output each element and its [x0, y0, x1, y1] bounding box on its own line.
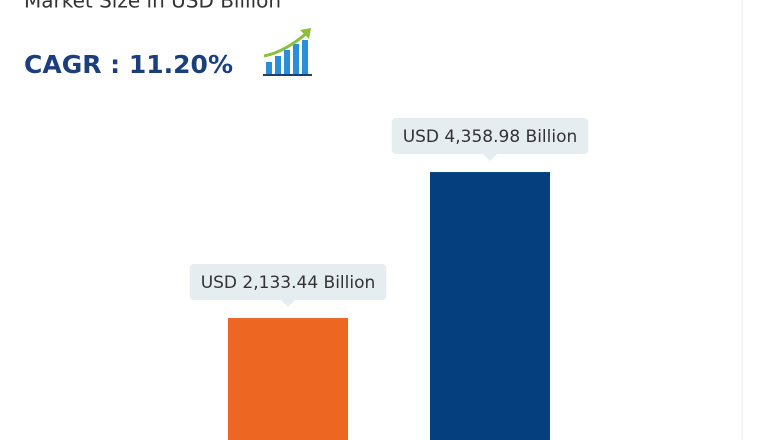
- bar: [228, 318, 348, 440]
- bar: [430, 172, 550, 440]
- value-label: USD 4,358.98 Billion: [403, 127, 578, 147]
- cagr-label: CAGR : 11.20%: [24, 50, 233, 79]
- value-label: USD 2,133.44 Billion: [201, 273, 376, 293]
- value-label-pointer: [281, 300, 295, 308]
- value-label-box: [391, 118, 589, 155]
- value-label-pointer: [483, 154, 497, 162]
- value-label-box: [189, 264, 387, 301]
- growth-icon: [263, 28, 312, 76]
- chart-title: Market Size in USD Billion: [24, 0, 281, 13]
